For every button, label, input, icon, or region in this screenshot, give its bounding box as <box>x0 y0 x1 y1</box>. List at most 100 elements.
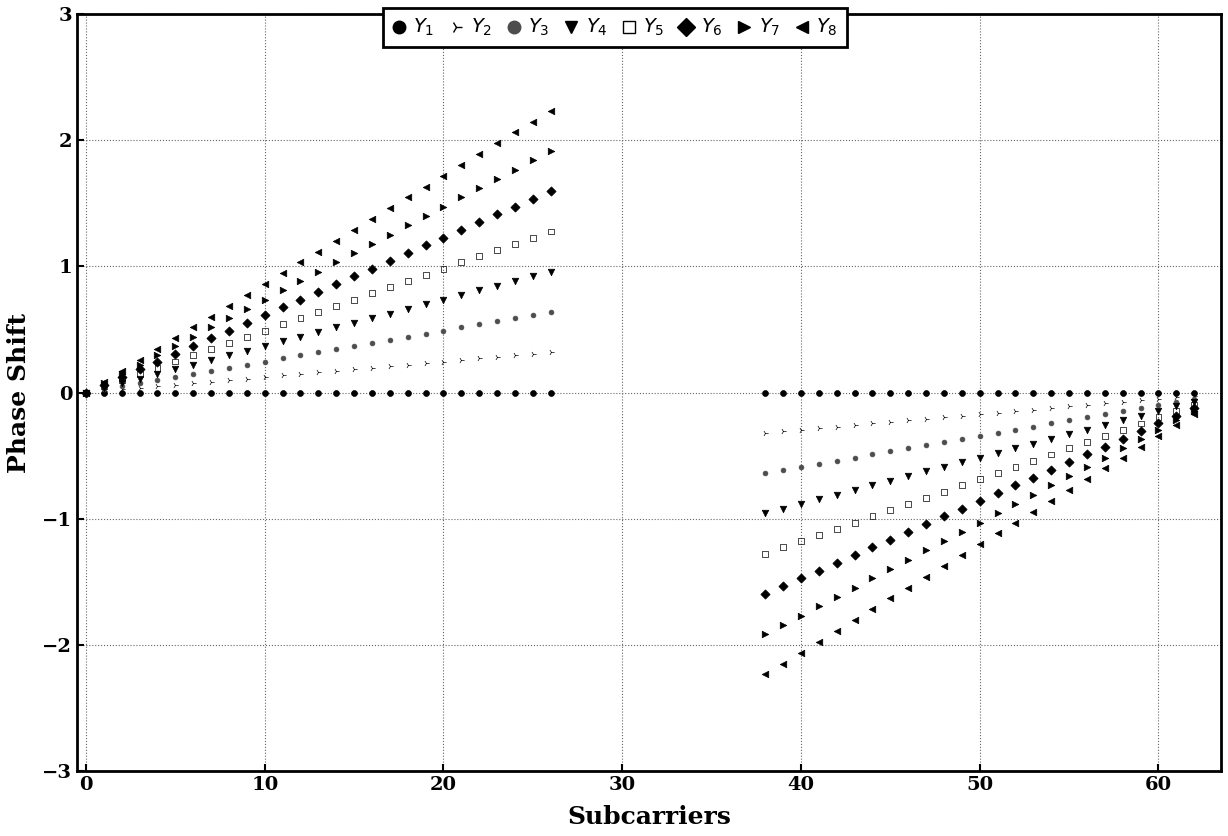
Point <box>147 361 167 375</box>
Point <box>147 386 167 400</box>
Point <box>166 378 185 391</box>
Point <box>308 345 328 359</box>
Point <box>416 209 436 222</box>
Point <box>112 376 131 390</box>
Point <box>308 365 328 379</box>
Point <box>916 412 936 426</box>
Point <box>1095 440 1115 453</box>
Point <box>1060 483 1079 497</box>
Point <box>237 302 257 315</box>
Point <box>899 386 919 400</box>
Point <box>291 293 311 306</box>
Point <box>76 386 96 400</box>
Point <box>416 298 436 311</box>
Point <box>291 330 311 344</box>
Point <box>219 299 238 313</box>
Point <box>845 418 865 431</box>
Point <box>1060 428 1079 441</box>
Point <box>845 386 865 400</box>
Point <box>1167 409 1186 422</box>
Point <box>308 285 328 298</box>
Point <box>1167 395 1186 409</box>
Point <box>255 339 275 353</box>
Point <box>183 376 203 390</box>
Point <box>433 293 453 306</box>
Point <box>237 386 257 400</box>
Point <box>1095 396 1115 410</box>
Point <box>1024 403 1044 416</box>
Point <box>308 265 328 278</box>
Point <box>379 307 399 320</box>
Point <box>183 321 203 334</box>
Point <box>130 372 150 385</box>
Point <box>416 268 436 282</box>
Point <box>112 386 131 400</box>
Point <box>1006 497 1025 511</box>
Point <box>1185 392 1205 405</box>
Point <box>416 327 436 340</box>
Point <box>416 386 436 400</box>
Point <box>862 417 882 431</box>
Point <box>452 386 472 400</box>
Point <box>291 349 311 362</box>
Point <box>1167 414 1186 427</box>
Point <box>398 274 418 288</box>
Point <box>327 256 346 269</box>
Point <box>1131 394 1151 407</box>
Point <box>826 590 846 604</box>
Point <box>291 386 311 400</box>
Point <box>112 374 131 387</box>
Point <box>362 312 382 325</box>
Point <box>1095 386 1115 400</box>
Point <box>130 363 150 376</box>
Point <box>1006 516 1025 529</box>
Point <box>899 414 919 427</box>
Point <box>95 380 114 393</box>
Point <box>952 386 971 400</box>
Point <box>379 386 399 400</box>
Point <box>845 548 865 562</box>
Point <box>540 345 560 359</box>
Point <box>809 599 829 613</box>
Point <box>1077 423 1097 436</box>
X-axis label: Subcarriers: Subcarriers <box>567 805 731 829</box>
Point <box>166 363 185 376</box>
Point <box>952 548 971 562</box>
Point <box>826 386 846 400</box>
Point <box>273 386 292 400</box>
Point <box>219 386 238 400</box>
Point <box>540 185 560 198</box>
Point <box>452 288 472 302</box>
Point <box>219 374 238 387</box>
Point <box>899 497 919 511</box>
Point <box>523 386 543 400</box>
Point <box>273 352 292 365</box>
Point <box>935 485 954 498</box>
Point <box>362 386 382 400</box>
Point <box>433 262 453 275</box>
Point <box>845 516 865 529</box>
Point <box>826 420 846 433</box>
Point <box>255 308 275 322</box>
Point <box>166 347 185 360</box>
Point <box>433 354 453 368</box>
Point <box>327 234 346 247</box>
Point <box>1113 423 1132 436</box>
Point <box>469 386 489 400</box>
Point <box>540 386 560 400</box>
Point <box>1113 395 1132 409</box>
Point <box>523 192 543 206</box>
Point <box>488 243 507 257</box>
Point <box>219 336 238 349</box>
Point <box>845 451 865 464</box>
Point <box>1148 429 1168 442</box>
Point <box>1167 390 1186 404</box>
Point <box>809 421 829 435</box>
Point <box>76 386 96 400</box>
Point <box>112 367 131 380</box>
Point <box>755 627 775 640</box>
Point <box>791 497 810 511</box>
Point <box>112 370 131 384</box>
Point <box>433 169 453 182</box>
Point <box>1113 441 1132 455</box>
